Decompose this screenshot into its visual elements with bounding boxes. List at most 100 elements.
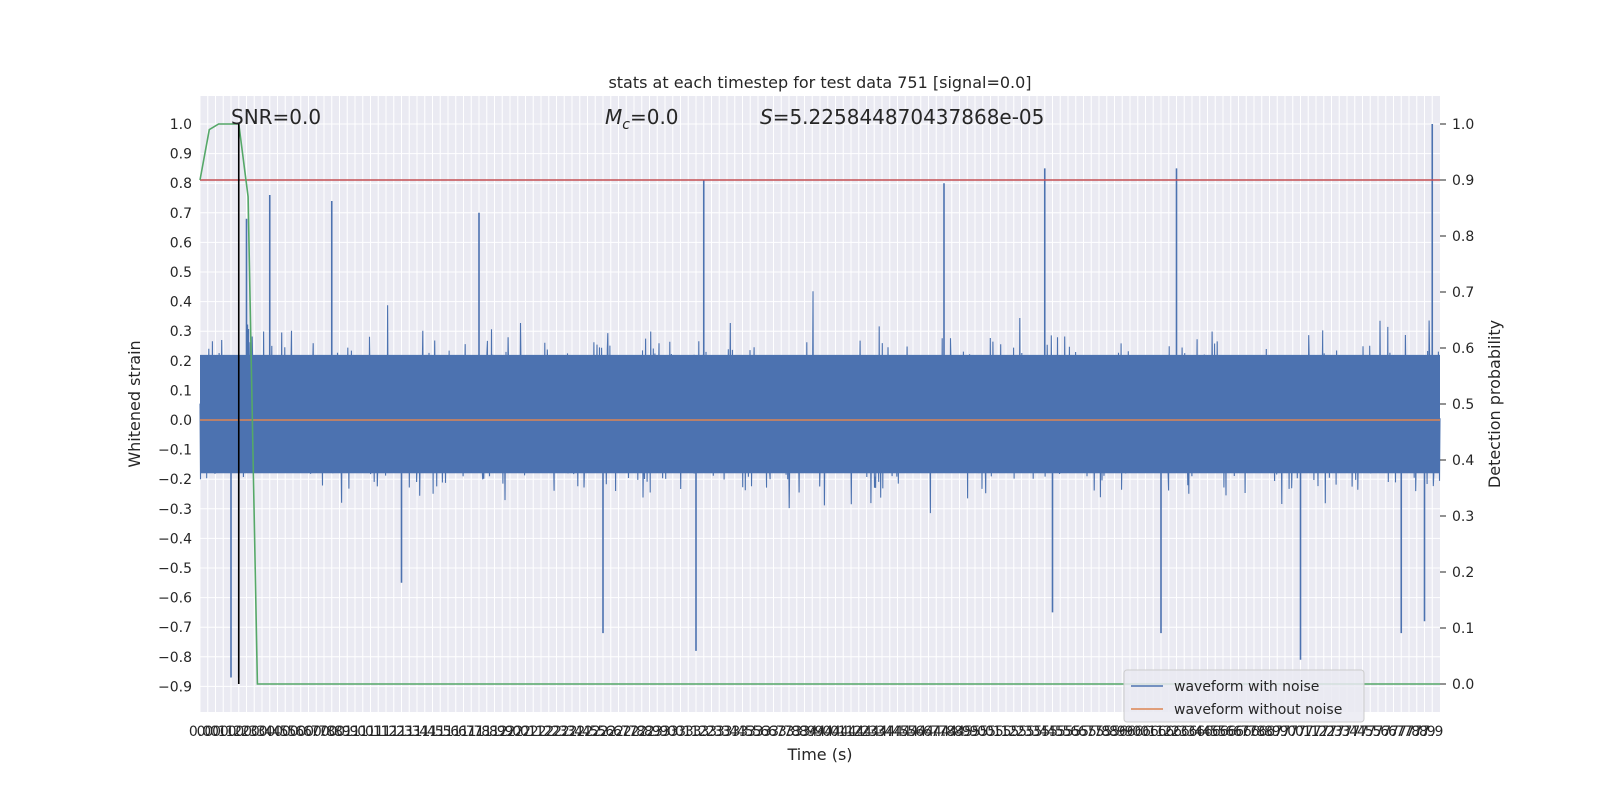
x-tick-label: 6.5 (1204, 724, 1226, 740)
x-tick-label: 5.8 (1088, 724, 1110, 740)
x-tick-label: 6.2 (1158, 724, 1180, 740)
x-tick-label: 5.9 (1111, 724, 1133, 740)
x-tick-label: 3.3 (708, 724, 730, 740)
y-tick-label: −0.9 (158, 679, 192, 695)
x-tick-label: 2.6 (592, 724, 614, 740)
y2-tick-label: 0.0 (1452, 677, 1474, 693)
x-tick-label: 1.0 (352, 724, 374, 740)
x-tick-label: 3.0 (654, 724, 676, 740)
x-tick-label: 0.1 (212, 724, 234, 740)
x-tick-label: 7.7 (1390, 724, 1412, 740)
x-tick-label: 3.8 (778, 724, 800, 740)
x-tick-label: 0.4 (259, 724, 281, 740)
x-tick-label: 1.2 (383, 724, 405, 740)
x-tick-label: 6.4 (1181, 724, 1203, 740)
x-tick-label: 1.8 (476, 724, 498, 740)
x-tick-label: 5.1 (987, 724, 1009, 740)
y-tick-label: 0.9 (170, 147, 192, 163)
x-tick-label: 4.2 (840, 724, 862, 740)
x-tick-label: 7.8 (1398, 724, 1420, 740)
s-annotation: S=5.225844870437868e-05 (760, 105, 1044, 129)
noise-series (199, 124, 1441, 678)
x-tick-label: 4.1 (824, 724, 846, 740)
x-tick-label: 5.6 (1065, 724, 1087, 740)
y-tick-label: 1.0 (170, 117, 192, 133)
s-symbol: S (760, 105, 773, 129)
y-tick-label: 0.4 (170, 295, 192, 311)
y2-axis-ticks: 1.0 0.9 0.8 0.7 0.6 0.5 0.4 0.3 0.2 0.1 0.0 (1440, 117, 1474, 693)
x-tick-label: 7.2 (1305, 724, 1327, 740)
x-tick-label: 6.7 (1235, 724, 1257, 740)
x-tick-label: 2.1 (522, 724, 544, 740)
x-tick-label: 7.8 (1406, 724, 1428, 740)
x-tick-label: 2.3 (553, 724, 575, 740)
y2-tick-label: 0.4 (1452, 453, 1474, 469)
x-tick-label: 7.4 (1336, 724, 1358, 740)
y-tick-label: 0.1 (170, 383, 192, 399)
x-tick-label: 4.1 (832, 724, 854, 740)
x-tick-label: 5.9 (1103, 724, 1125, 740)
x-tick-label: 2.2 (538, 724, 560, 740)
x-tick-label: 6.2 (1150, 724, 1172, 740)
x-tick-label: 6.7 (1227, 724, 1249, 740)
x-tick-label: 3.6 (755, 724, 777, 740)
x-axis-ticks: 0.00.00.10.10.20.20.30.30.40.40.50.50.60… (189, 724, 1444, 740)
x-tick-label: 6.1 (1142, 724, 1164, 740)
x-tick-label: 3.6 (747, 724, 769, 740)
y2-tick-label: 1.0 (1452, 117, 1474, 133)
x-tick-label: 5.3 (1010, 724, 1032, 740)
x-tick-label: 3.4 (724, 724, 746, 740)
x-tick-label: 3.9 (801, 724, 823, 740)
x-tick-label: 0.2 (220, 724, 242, 740)
x-tick-label: 0.5 (274, 724, 296, 740)
x-tick-label: 4.8 (941, 724, 963, 740)
y2-tick-label: 0.2 (1452, 565, 1474, 581)
y-tick-label: −0.1 (158, 443, 192, 459)
x-tick-label: 0.8 (321, 724, 343, 740)
x-tick-label: 7.2 (1313, 724, 1335, 740)
mc-value: =0.0 (630, 105, 679, 129)
x-tick-label: 0.7 (297, 724, 319, 740)
x-tick-label: 6.3 (1165, 724, 1187, 740)
x-tick-label: 1.4 (406, 724, 428, 740)
x-tick-label: 7.9 (1413, 724, 1435, 740)
y2-axis-title: Detection probability (1485, 320, 1504, 488)
y2-tick-label: 0.9 (1452, 173, 1474, 189)
x-tick-label: 7.6 (1375, 724, 1397, 740)
y-tick-label: −0.7 (158, 620, 192, 636)
x-tick-label: 0.3 (235, 724, 257, 740)
y-tick-label: 0.8 (170, 176, 192, 192)
x-tick-label: 4.9 (956, 724, 978, 740)
x-tick-label: 7.9 (1421, 724, 1443, 740)
x-tick-label: 1.0 (344, 724, 366, 740)
y-tick-label: −0.6 (158, 591, 192, 607)
x-tick-label: 0.0 (197, 724, 219, 740)
x-tick-label: 7.3 (1328, 724, 1350, 740)
x-tick-label: 1.4 (414, 724, 436, 740)
y2-tick-label: 0.6 (1452, 341, 1474, 357)
y2-tick-label: 0.5 (1452, 397, 1474, 413)
x-tick-label: 6.9 (1258, 724, 1280, 740)
x-axis-title: Time (s) (786, 745, 852, 764)
y-tick-label: 0.5 (170, 265, 192, 281)
x-tick-label: 3.5 (739, 724, 761, 740)
x-tick-label: 2.9 (638, 724, 660, 740)
y2-tick-label: 0.3 (1452, 509, 1474, 525)
x-tick-label: 2.4 (561, 724, 583, 740)
y-tick-label: 0.6 (170, 235, 192, 251)
x-tick-label: 1.5 (429, 724, 451, 740)
legend-label-clean: waveform without noise (1174, 702, 1342, 718)
x-tick-label: 5.6 (1057, 724, 1079, 740)
x-tick-label: 4.9 (948, 724, 970, 740)
x-tick-label: 3.7 (770, 724, 792, 740)
x-tick-label: 3.3 (700, 724, 722, 740)
y-tick-label: 0.3 (170, 324, 192, 340)
y-tick-label: 0.0 (170, 413, 192, 429)
x-tick-label: 3.5 (731, 724, 753, 740)
y-tick-label: −0.5 (158, 561, 192, 577)
x-tick-label: 3.0 (662, 724, 684, 740)
y2-tick-label: 0.7 (1452, 285, 1474, 301)
x-tick-label: 6.1 (1134, 724, 1156, 740)
x-tick-label: 7.4 (1344, 724, 1366, 740)
x-tick-label: 7.5 (1359, 724, 1381, 740)
